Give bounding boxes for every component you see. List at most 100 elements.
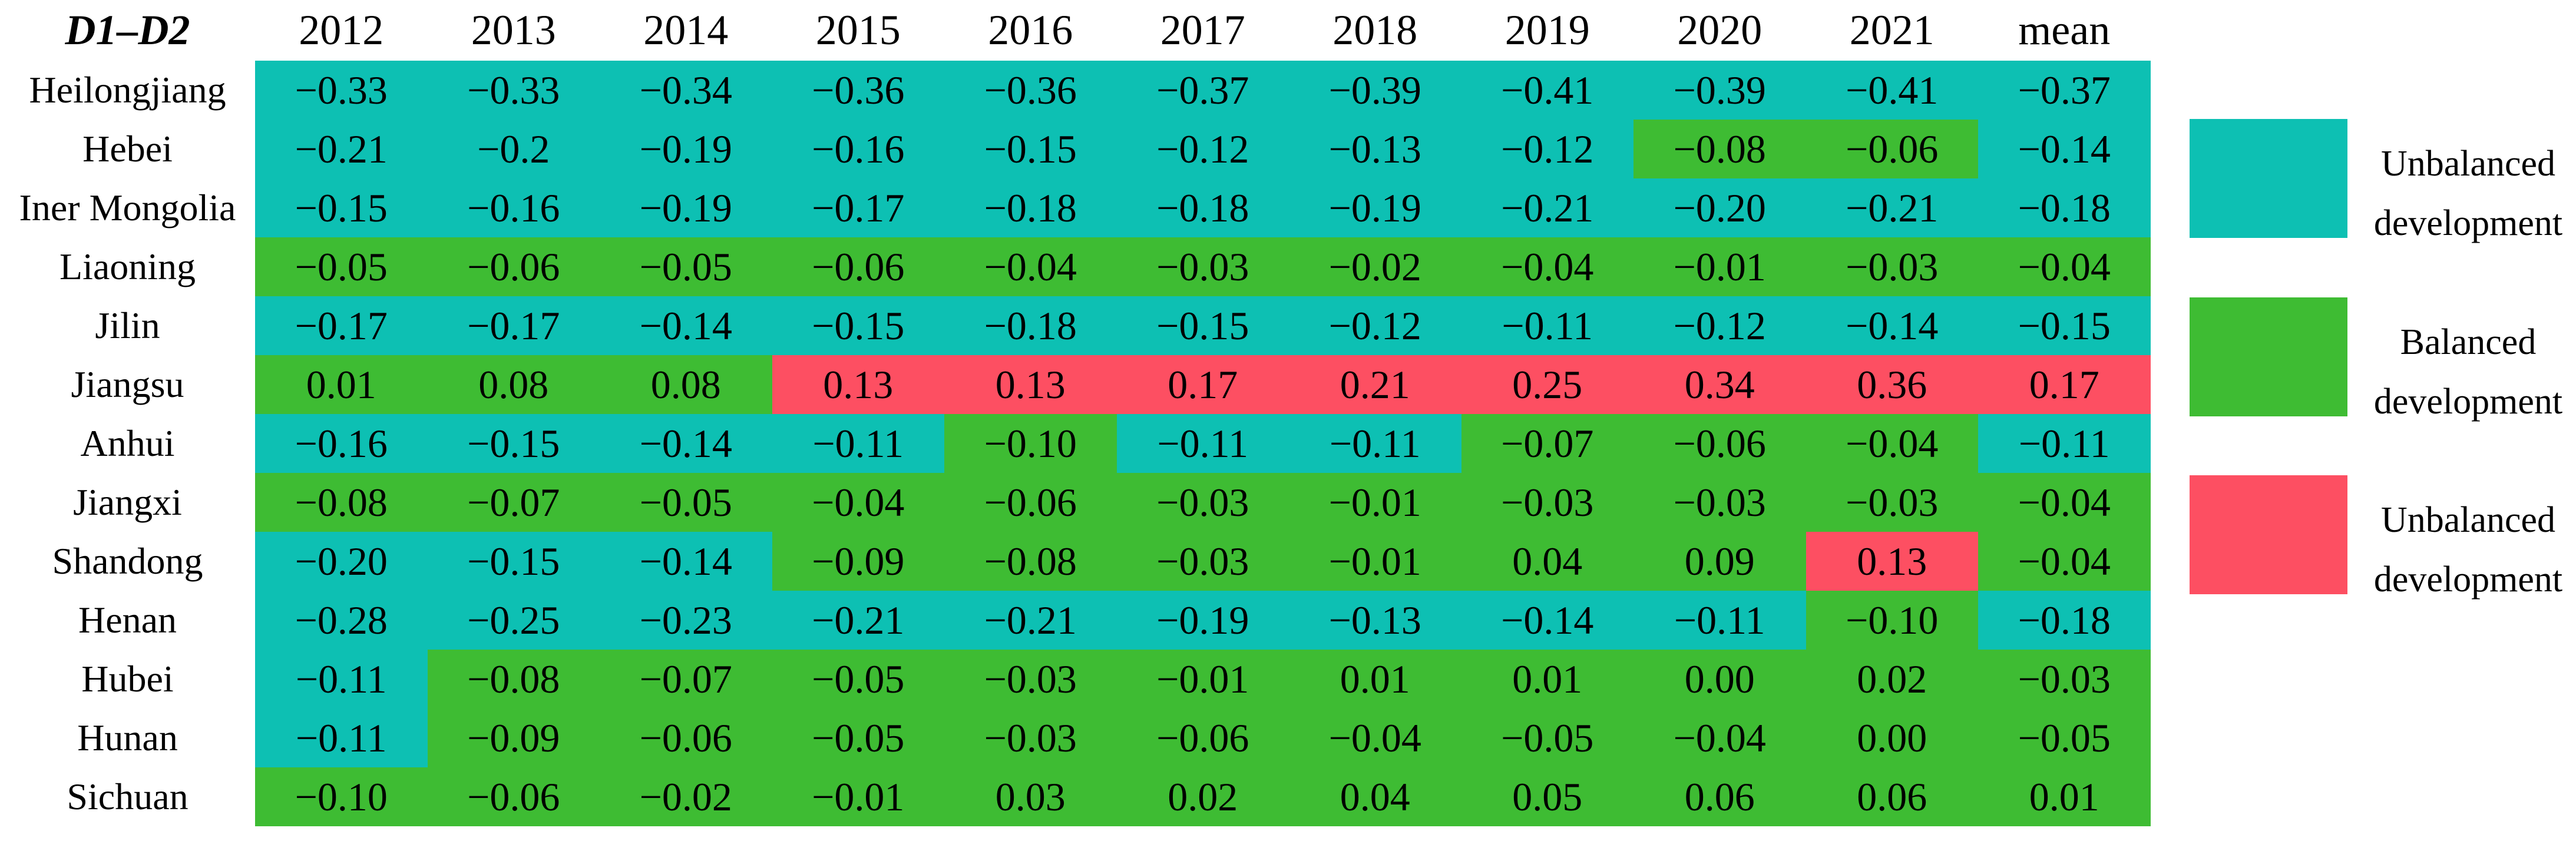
heatmap-cell: −0.19	[1116, 591, 1289, 650]
heatmap-cell: −0.01	[772, 767, 944, 826]
heatmap-cell: −0.04	[1289, 708, 1461, 767]
heatmap-cell: −0.11	[255, 708, 428, 767]
legend-item-unbalanced-red: Unbalanced development	[2190, 475, 2576, 600]
heatmap-cell: −0.03	[1805, 473, 1978, 532]
row-label: Jiangsu	[0, 355, 255, 414]
heatmap-cell: −0.41	[1461, 61, 1633, 120]
heatmap-cell: −0.14	[1805, 296, 1978, 355]
heatmap-cell: −0.18	[1978, 178, 2151, 237]
heatmap-cell: 0.03	[944, 767, 1117, 826]
heatmap-cell: −0.17	[427, 296, 600, 355]
column-header: 2012	[255, 0, 428, 61]
heatmap-cell: −0.15	[772, 296, 944, 355]
heatmap-cell: −0.16	[255, 414, 428, 473]
heatmap-cell: −0.05	[772, 708, 944, 767]
legend-label-balanced-green: Balanced development	[2360, 313, 2576, 432]
heatmap-cell: 0.01	[255, 355, 428, 414]
heatmap-cell: −0.04	[1978, 473, 2151, 532]
heatmap-cell: −0.08	[255, 473, 428, 532]
heatmap-cell: −0.11	[1978, 414, 2151, 473]
heatmap-cell: −0.36	[772, 61, 944, 120]
column-header: 2020	[1633, 0, 1806, 61]
heatmap-cell: −0.23	[600, 591, 772, 650]
heatmap-cell: −0.14	[600, 532, 772, 591]
heatmap-cell: −0.08	[944, 532, 1117, 591]
heatmap-cell: −0.04	[772, 473, 944, 532]
heatmap-cell: 0.04	[1461, 532, 1633, 591]
heatmap-cell: −0.04	[1978, 532, 2151, 591]
heatmap-cell: 0.13	[944, 355, 1117, 414]
heatmap-cell: −0.08	[1633, 120, 1806, 178]
heatmap-cell: −0.39	[1289, 61, 1461, 120]
heatmap-cell: −0.12	[1461, 120, 1633, 178]
heatmap-cell: −0.14	[600, 414, 772, 473]
heatmap-cell: 0.34	[1633, 355, 1806, 414]
legend-label-line: development	[2373, 203, 2563, 243]
heatmap-cell: −0.21	[772, 591, 944, 650]
heatmap-cell: −0.21	[255, 120, 428, 178]
heatmap-cell: −0.10	[944, 414, 1117, 473]
heatmap-cell: −0.03	[1978, 650, 2151, 708]
heatmap-cell: 0.17	[1978, 355, 2151, 414]
heatmap-cell: −0.05	[772, 650, 944, 708]
heatmap-cell: −0.11	[1461, 296, 1633, 355]
heatmap-cell: 0.13	[772, 355, 944, 414]
heatmap-cell: −0.16	[427, 178, 600, 237]
heatmap-cell: −0.21	[944, 591, 1117, 650]
heatmap-cell: 0.13	[1805, 532, 1978, 591]
row-label: Heilongjiang	[0, 61, 255, 120]
heatmap-cell: −0.34	[600, 61, 772, 120]
heatmap-cell: −0.06	[1116, 708, 1289, 767]
heatmap-cell: 0.36	[1805, 355, 1978, 414]
heatmap-cell: −0.02	[1289, 237, 1461, 296]
row-label: Jiangxi	[0, 473, 255, 532]
column-header: 2015	[772, 0, 944, 61]
heatmap-cell: −0.04	[1461, 237, 1633, 296]
heatmap-cell: 0.21	[1289, 355, 1461, 414]
heatmap-cell: 0.25	[1461, 355, 1633, 414]
heatmap-cell: −0.12	[1289, 296, 1461, 355]
corner-title: D1–D2	[0, 0, 255, 61]
heatmap-cell: 0.00	[1805, 708, 1978, 767]
heatmap-cell: −0.14	[600, 296, 772, 355]
row-label: Jilin	[0, 296, 255, 355]
row-label: Iner Mongolia	[0, 178, 255, 237]
column-header: 2016	[944, 0, 1117, 61]
legend-swatch-green	[2190, 297, 2347, 416]
heatmap-cell: −0.11	[772, 414, 944, 473]
heatmap-cell: −0.06	[427, 237, 600, 296]
heatmap-cell: −0.06	[1805, 120, 1978, 178]
heatmap-cell: −0.10	[1805, 591, 1978, 650]
row-label: Hebei	[0, 120, 255, 178]
heatmap-cell: −0.06	[772, 237, 944, 296]
heatmap-cell: −0.10	[255, 767, 428, 826]
heatmap-cell: −0.37	[1978, 61, 2151, 120]
column-header: 2014	[600, 0, 772, 61]
heatmap-cell: −0.09	[427, 708, 600, 767]
heatmap-cell: −0.04	[1633, 708, 1806, 767]
heatmap-cell: −0.14	[1461, 591, 1633, 650]
heatmap-cell: 0.08	[600, 355, 772, 414]
heatmap-cell: 0.02	[1805, 650, 1978, 708]
heatmap-cell: −0.11	[1633, 591, 1806, 650]
row-label: Hubei	[0, 650, 255, 708]
column-header: 2013	[427, 0, 600, 61]
legend-label-unbalanced-teal: Unbalanced development	[2360, 134, 2576, 253]
heatmap-cell: −0.01	[1633, 237, 1806, 296]
row-label: Anhui	[0, 414, 255, 473]
heatmap-cell: −0.03	[1633, 473, 1806, 532]
heatmap-cell: −0.19	[1289, 178, 1461, 237]
heatmap-cell: −0.15	[1978, 296, 2151, 355]
heatmap-cell: −0.05	[1461, 708, 1633, 767]
legend-item-balanced-green: Balanced development	[2190, 297, 2576, 422]
heatmap-cell: −0.18	[944, 296, 1117, 355]
row-label: Sichuan	[0, 767, 255, 826]
heatmap-cell: −0.03	[1805, 237, 1978, 296]
heatmap-cell: −0.06	[1633, 414, 1806, 473]
heatmap-cell: −0.36	[944, 61, 1117, 120]
legend-swatch-teal	[2190, 119, 2347, 238]
heatmap-cell: −0.41	[1805, 61, 1978, 120]
legend-label-line: Unbalanced	[2380, 144, 2556, 184]
row-label: Hunan	[0, 708, 255, 767]
